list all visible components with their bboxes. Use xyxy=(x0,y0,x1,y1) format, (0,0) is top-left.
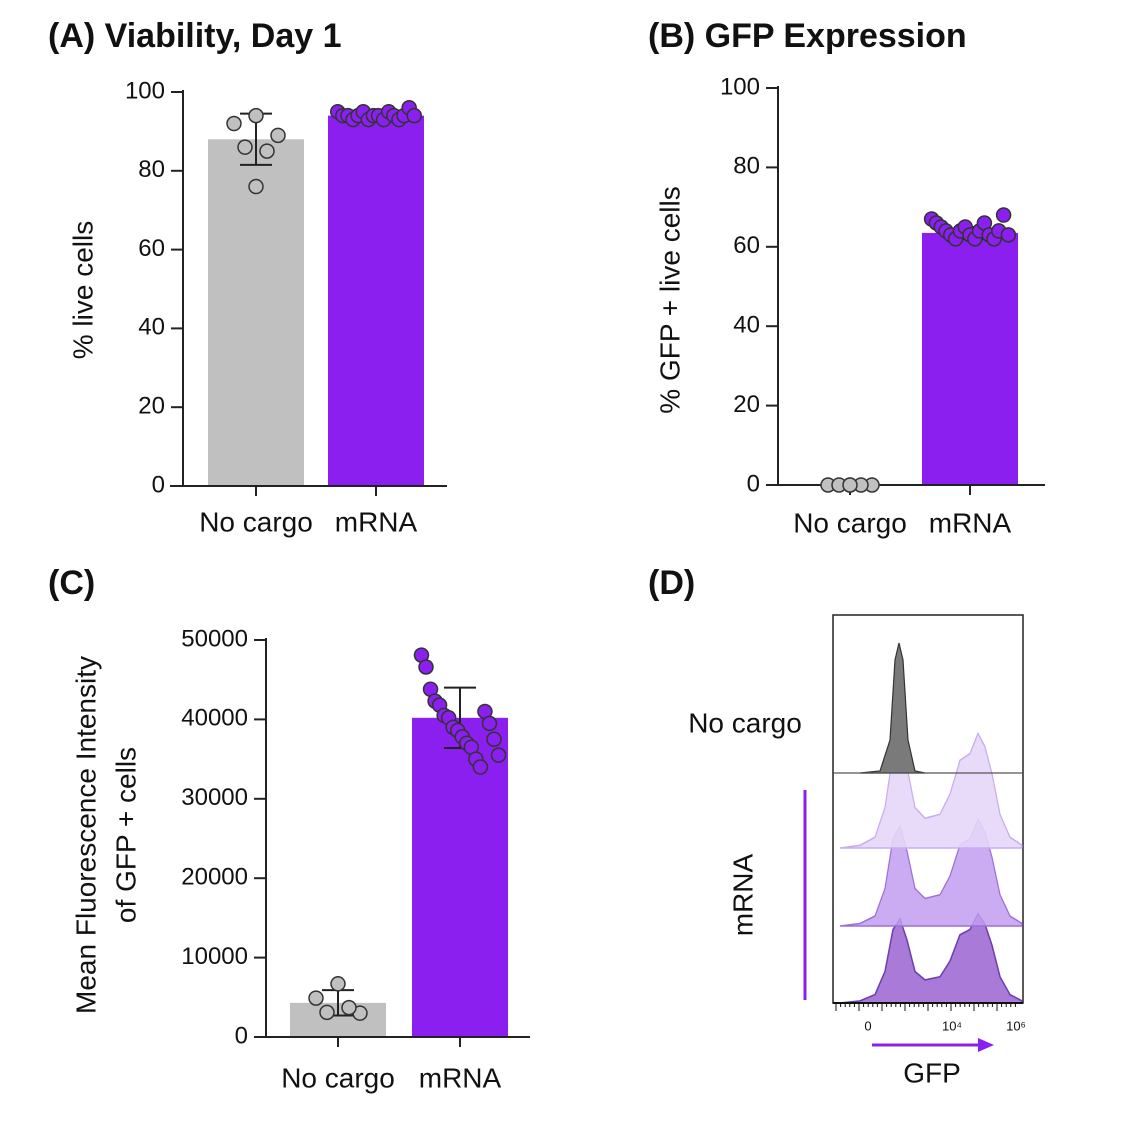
y-tick-label: 30000 xyxy=(181,784,248,811)
data-point xyxy=(842,477,858,493)
x-tick-label: mRNA xyxy=(419,1062,502,1093)
data-point xyxy=(237,139,253,155)
x-axis-label: GFP xyxy=(903,1057,961,1088)
x-tick-label: No cargo xyxy=(793,507,907,538)
y-axis-label: Mean Fluorescence Intensity xyxy=(70,656,101,1014)
panel-title: (C) xyxy=(48,564,95,602)
data-point xyxy=(481,715,498,732)
panel-title: (A) Viability, Day 1 xyxy=(48,17,342,55)
data-point xyxy=(319,1004,335,1021)
data-point xyxy=(418,659,434,675)
y-tick-label: 20 xyxy=(733,391,760,418)
x-tick-label: 0 xyxy=(864,1018,871,1033)
panel-title: (D) xyxy=(648,564,695,602)
row-label: No cargo xyxy=(688,707,802,738)
data-point xyxy=(995,207,1012,223)
x-tick-label: 10⁴ xyxy=(942,1018,962,1033)
bar xyxy=(208,139,304,486)
data-point xyxy=(248,107,264,124)
bar xyxy=(328,115,424,486)
y-tick-label: 20 xyxy=(138,393,165,420)
data-point xyxy=(490,747,507,763)
y-tick-label: 40 xyxy=(138,314,165,341)
y-axis-label: of GFP + cells xyxy=(110,747,141,923)
x-tick-label: No cargo xyxy=(281,1062,395,1093)
data-point xyxy=(270,127,286,144)
data-point xyxy=(330,976,346,992)
y-tick-label: 100 xyxy=(720,73,760,100)
panel-title: (B) GFP Expression xyxy=(648,17,967,55)
y-tick-label: 60 xyxy=(733,232,760,259)
data-point xyxy=(226,115,242,132)
y-tick-label: 40 xyxy=(733,312,760,339)
data-point xyxy=(248,178,264,195)
y-tick-label: 10000 xyxy=(181,943,248,970)
data-point xyxy=(406,107,422,124)
data-point xyxy=(486,731,502,747)
y-tick-label: 0 xyxy=(152,471,165,498)
bar xyxy=(922,232,1018,485)
histogram-curve xyxy=(859,642,926,774)
x-tick-label: mRNA xyxy=(929,507,1012,538)
y-tick-label: 0 xyxy=(747,470,760,497)
y-tick-label: 80 xyxy=(138,156,165,183)
data-point xyxy=(1000,227,1017,243)
y-tick-label: 60 xyxy=(138,235,165,262)
flow-panel xyxy=(803,614,1024,1052)
y-tick-label: 0 xyxy=(235,1022,248,1049)
y-tick-label: 40000 xyxy=(181,705,248,732)
y-tick-label: 80 xyxy=(733,153,760,180)
data-point xyxy=(308,990,324,1006)
row-label: mRNA xyxy=(727,853,758,936)
arrow-head xyxy=(978,1038,994,1052)
data-point xyxy=(472,759,489,775)
data-point xyxy=(259,143,275,159)
bar xyxy=(412,717,508,1037)
x-tick-label: 10⁶ xyxy=(1006,1018,1026,1033)
y-axis-label: % live cells xyxy=(67,221,98,359)
y-tick-label: 20000 xyxy=(181,864,248,891)
y-tick-label: 100 xyxy=(125,77,165,104)
data-point xyxy=(341,999,357,1016)
x-tick-label: mRNA xyxy=(335,506,418,537)
x-tick-label: No cargo xyxy=(199,506,313,537)
y-tick-label: 50000 xyxy=(181,625,248,652)
y-axis-label: % GFP + live cells xyxy=(654,186,685,413)
